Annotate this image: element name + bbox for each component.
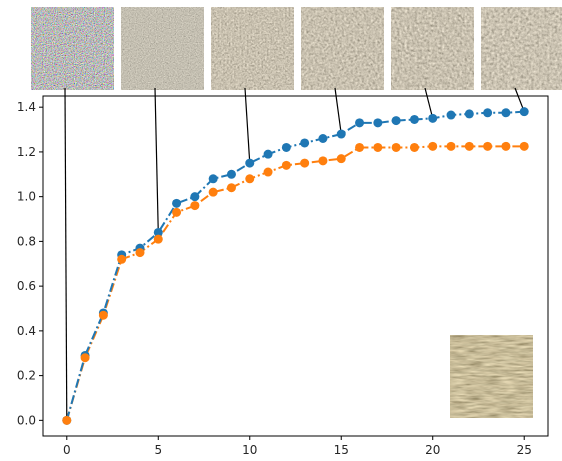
series-0-point	[446, 110, 456, 120]
reference-texture	[450, 335, 533, 418]
series-1-point	[263, 167, 273, 177]
series-1-point	[464, 141, 474, 151]
plot-axes	[42, 95, 549, 437]
y-tick-label: 1.4	[17, 100, 36, 114]
series-0-point	[428, 113, 438, 123]
series-0-point	[519, 107, 529, 117]
series-1-point	[80, 353, 90, 363]
series-0-point	[373, 118, 383, 128]
y-tick-label: 0.4	[17, 324, 36, 338]
y-tick-label: 1.0	[17, 190, 36, 204]
x-tick-label: 0	[63, 443, 71, 457]
connector-line	[424, 87, 434, 119]
texture-icon	[211, 7, 294, 90]
series-1-point	[208, 187, 218, 197]
y-tick-label: 1.2	[17, 145, 36, 159]
series-0-point	[501, 108, 511, 118]
series-0-point	[226, 169, 236, 179]
series-1-point	[373, 142, 383, 152]
series-1-point	[519, 141, 529, 151]
series-1-point	[336, 154, 346, 164]
series-1-point	[428, 141, 438, 151]
noise-icon	[31, 7, 114, 90]
texture-icon	[481, 7, 562, 90]
series-0-point	[172, 198, 182, 208]
y-tick-label: 0.6	[17, 279, 36, 293]
series-1-point	[501, 141, 511, 151]
series-1-point	[62, 415, 72, 425]
y-tick-label: 0.8	[17, 234, 36, 248]
series-0-point	[409, 114, 419, 124]
series-1-point	[135, 248, 145, 258]
series-1-point	[153, 234, 163, 244]
series-1-point	[245, 174, 255, 184]
series-1-point	[190, 201, 200, 211]
series-0-point	[355, 118, 365, 128]
series-0-point	[208, 174, 218, 184]
connector-line	[334, 87, 342, 135]
series-1-point	[172, 207, 182, 217]
series-0-point	[336, 129, 346, 139]
x-tick-label: 25	[517, 443, 532, 457]
series-1-point	[483, 141, 493, 151]
series-0-point	[391, 116, 401, 126]
series-0-point	[464, 109, 474, 119]
thumbnail-connectors	[64, 87, 525, 421]
series-1-point	[226, 183, 236, 193]
series-0-point	[245, 158, 255, 168]
series-0-point	[263, 149, 273, 159]
series-1-point	[446, 141, 456, 151]
series-0-point	[281, 142, 291, 152]
connector-line	[244, 87, 251, 164]
series-0-point	[318, 134, 328, 143]
x-tick-label: 10	[242, 443, 257, 457]
x-tick-label: 20	[425, 443, 440, 457]
series-1-point	[300, 158, 310, 168]
series-0-point	[153, 227, 163, 237]
series-0-point	[300, 138, 310, 148]
y-tick-label: 0.0	[17, 413, 36, 427]
series-1-point	[318, 156, 328, 166]
series-0-point	[190, 192, 200, 202]
axis-ticks: 0 5 10 15 20 25 0.0 0.2 0.4 0.6 0.8 1.0 1.2 1.4	[17, 100, 532, 457]
y-tick-label: 0.2	[17, 369, 36, 383]
series-0-point	[483, 108, 493, 118]
series-1-point	[409, 142, 419, 152]
series-1-point	[98, 310, 108, 320]
texture-icon	[391, 7, 474, 90]
series-markers	[62, 107, 529, 425]
texture-thumbnails	[31, 7, 562, 90]
x-tick-label: 5	[154, 443, 162, 457]
connector-line	[154, 87, 159, 233]
series-1-point	[117, 254, 127, 264]
series-1-point	[391, 142, 401, 152]
series-1-point	[355, 142, 365, 152]
x-tick-label: 15	[334, 443, 349, 457]
axes-frame	[42, 95, 549, 437]
texture-icon	[301, 7, 384, 90]
series-1-point	[281, 160, 291, 170]
connector-line	[64, 87, 68, 421]
texture-icon	[121, 7, 204, 90]
straw-texture-icon	[450, 335, 533, 418]
